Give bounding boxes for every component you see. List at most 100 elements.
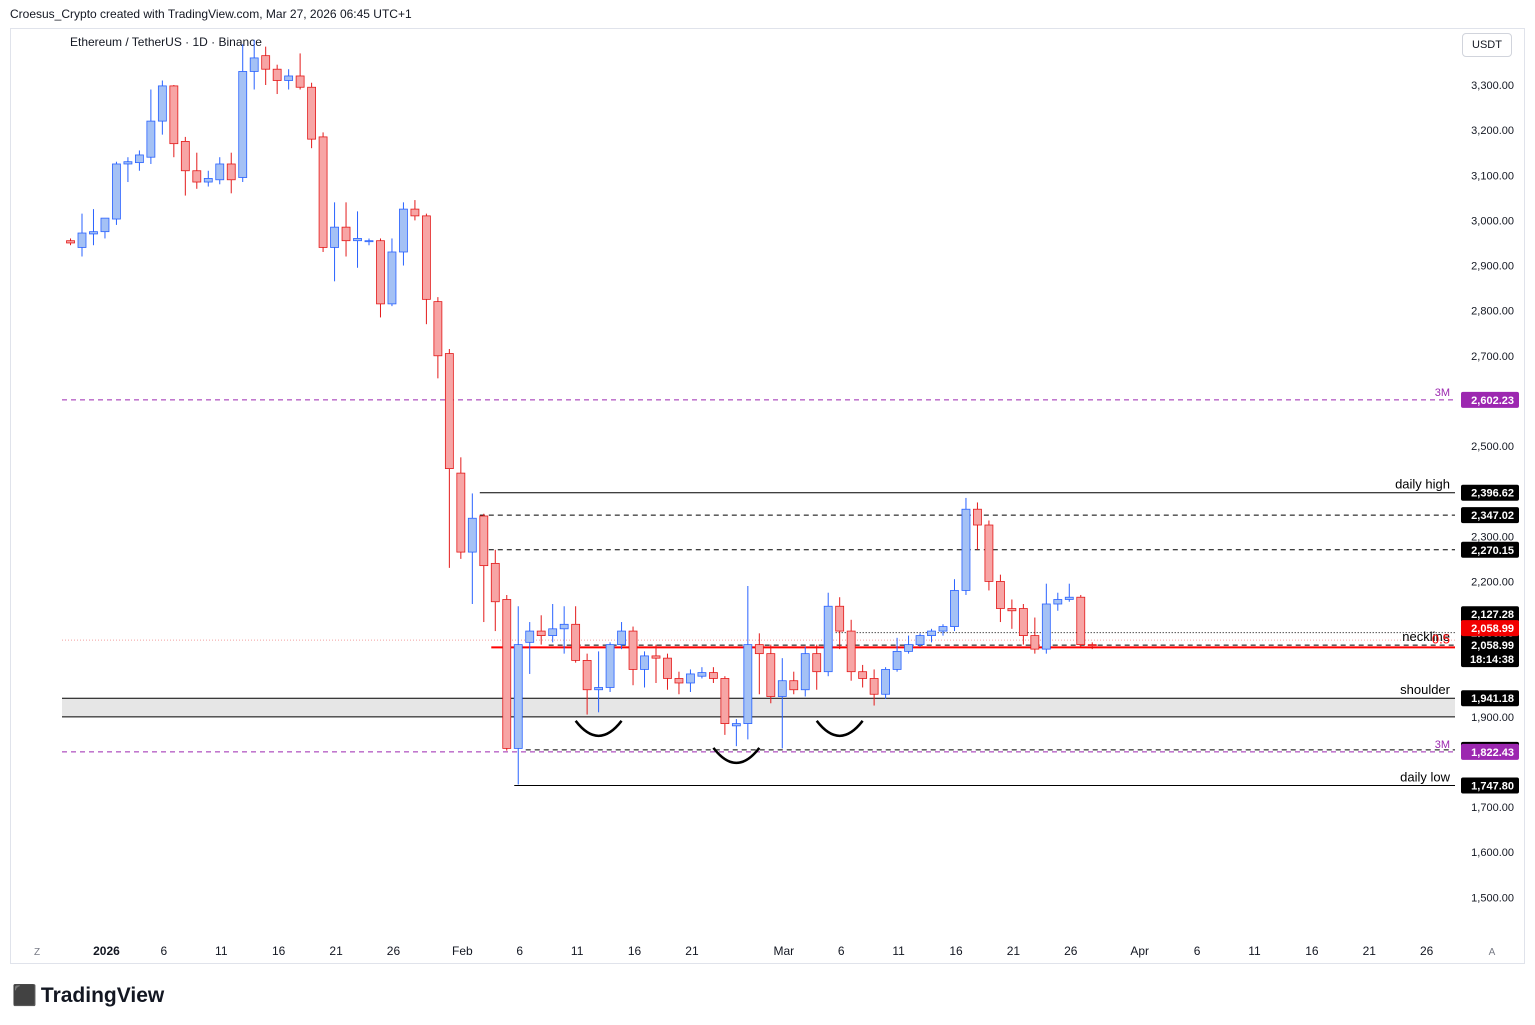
candle-body — [261, 55, 271, 70]
time-tick-label: 21 — [1007, 944, 1021, 958]
candle-body — [100, 217, 110, 233]
candle-body — [961, 508, 971, 591]
candle-body — [823, 605, 833, 673]
badge-high-marker: 2,127.28 — [1471, 609, 1514, 621]
candle-body — [777, 680, 787, 697]
candle-body — [754, 644, 764, 655]
badge-level-2270: 2,270.15 — [1471, 545, 1514, 557]
candle-body — [295, 75, 305, 88]
time-tick-label: 6 — [161, 944, 168, 958]
level-label: neckline — [1402, 629, 1450, 644]
price-tick-label: 3,000.00 — [1471, 215, 1514, 227]
candle-body — [66, 240, 75, 244]
level-label: 3M — [1435, 387, 1450, 399]
candle-body — [399, 208, 408, 253]
badge-daily-high: 2,396.62 — [1471, 488, 1514, 500]
price-tick-label: 3,300.00 — [1471, 80, 1514, 92]
candle-body — [617, 630, 626, 646]
candle-body — [594, 687, 603, 691]
candle-body — [203, 178, 213, 183]
badge-3M-lower: 1,822.43 — [1471, 747, 1514, 759]
candle-body — [1041, 603, 1051, 650]
candle-body — [858, 671, 868, 679]
candle-body — [548, 628, 558, 636]
candle-body — [674, 678, 684, 684]
tradingview-mark-icon: ⬛ — [12, 985, 37, 1007]
badge-daily-high-bg — [1461, 484, 1519, 501]
candle-body — [364, 240, 374, 243]
level-label: 0.5 — [1432, 631, 1450, 646]
time-tick-label: Feb — [452, 944, 473, 958]
time-tick-label: 26 — [1064, 944, 1078, 958]
arc-head — [712, 747, 761, 764]
arc-right-shoulder — [815, 720, 864, 737]
badge-current-price-red-bg — [1461, 620, 1519, 637]
candle-body — [421, 215, 431, 300]
attribution-text: Croesus_Crypto created with TradingView.… — [10, 7, 412, 21]
candle-body — [766, 653, 776, 697]
price-tick-label: 2,700.00 — [1471, 351, 1514, 363]
candle-body — [169, 85, 179, 145]
nav-right-icon[interactable]: A — [1489, 947, 1496, 958]
badge-countdown-bg — [1461, 651, 1519, 668]
nav-left-icon[interactable]: Z — [34, 947, 40, 958]
candle-body — [536, 630, 546, 636]
arc-left-shoulder — [574, 720, 623, 737]
candle-body — [605, 644, 615, 688]
candle-body — [341, 226, 351, 242]
time-tick-label: 21 — [329, 944, 343, 958]
badge-high-marker-bg — [1461, 606, 1519, 623]
badge-level-2270-bg — [1461, 541, 1519, 558]
price-axis: 1,500.00 1,600.00 1,700.00 1,900.00 2,200.00… — [1471, 80, 1514, 904]
candle-body — [157, 85, 167, 122]
candle-body — [720, 678, 730, 724]
time-tick-label: 26 — [387, 944, 401, 958]
candle-body — [433, 301, 443, 357]
price-tick-label: 3,100.00 — [1471, 170, 1514, 182]
candle-body — [984, 524, 994, 582]
shoulder-zone — [62, 698, 1455, 717]
currency-button[interactable]: USDT — [1462, 33, 1512, 57]
candle-body — [146, 120, 156, 158]
candle-body — [318, 136, 328, 248]
candle-body — [663, 657, 672, 679]
time-tick-label: 6 — [1194, 944, 1201, 958]
time-tick-label: 21 — [1363, 944, 1377, 958]
price-tick-label: 2,500.00 — [1471, 441, 1514, 453]
badge-countdown: 18:14:38 — [1470, 654, 1514, 666]
price-tick-label: 2,900.00 — [1471, 261, 1514, 273]
time-tick-label: 21 — [685, 944, 699, 958]
time-tick-label: 11 — [215, 944, 228, 958]
candle-body — [307, 86, 317, 140]
symbol-title[interactable]: Ethereum / TetherUS · 1D · Binance — [70, 35, 262, 49]
candle-body — [938, 626, 948, 632]
candle-body — [628, 630, 638, 670]
candle-body — [697, 672, 707, 677]
level-label: shoulder — [1400, 682, 1451, 697]
candle-body — [904, 644, 913, 652]
candle-body — [444, 353, 454, 470]
chart-frame — [10, 28, 1525, 964]
candle-body — [77, 232, 87, 248]
candle-body — [686, 673, 695, 684]
candles — [66, 39, 1097, 785]
candle-body — [180, 141, 190, 172]
candle-body — [973, 508, 982, 526]
price-tick-label: 2,800.00 — [1471, 306, 1514, 318]
candle-body — [89, 231, 98, 235]
candle-body — [353, 238, 362, 242]
candle-body — [1064, 596, 1074, 600]
candle-body — [996, 581, 1005, 609]
badge-daily-low: 1,747.80 — [1471, 781, 1514, 793]
candle-body — [272, 68, 282, 81]
candle-body — [559, 623, 569, 630]
candle-body — [1030, 635, 1040, 650]
time-tick-label: 2026 — [93, 944, 120, 958]
candle-body — [743, 644, 753, 724]
price-tick-label: 1,700.00 — [1471, 802, 1514, 814]
time-tick-label: 6 — [516, 944, 523, 958]
candle-body — [582, 660, 592, 691]
time-tick-label: 11 — [892, 944, 905, 958]
badge-3M-upper-bg — [1461, 391, 1519, 408]
